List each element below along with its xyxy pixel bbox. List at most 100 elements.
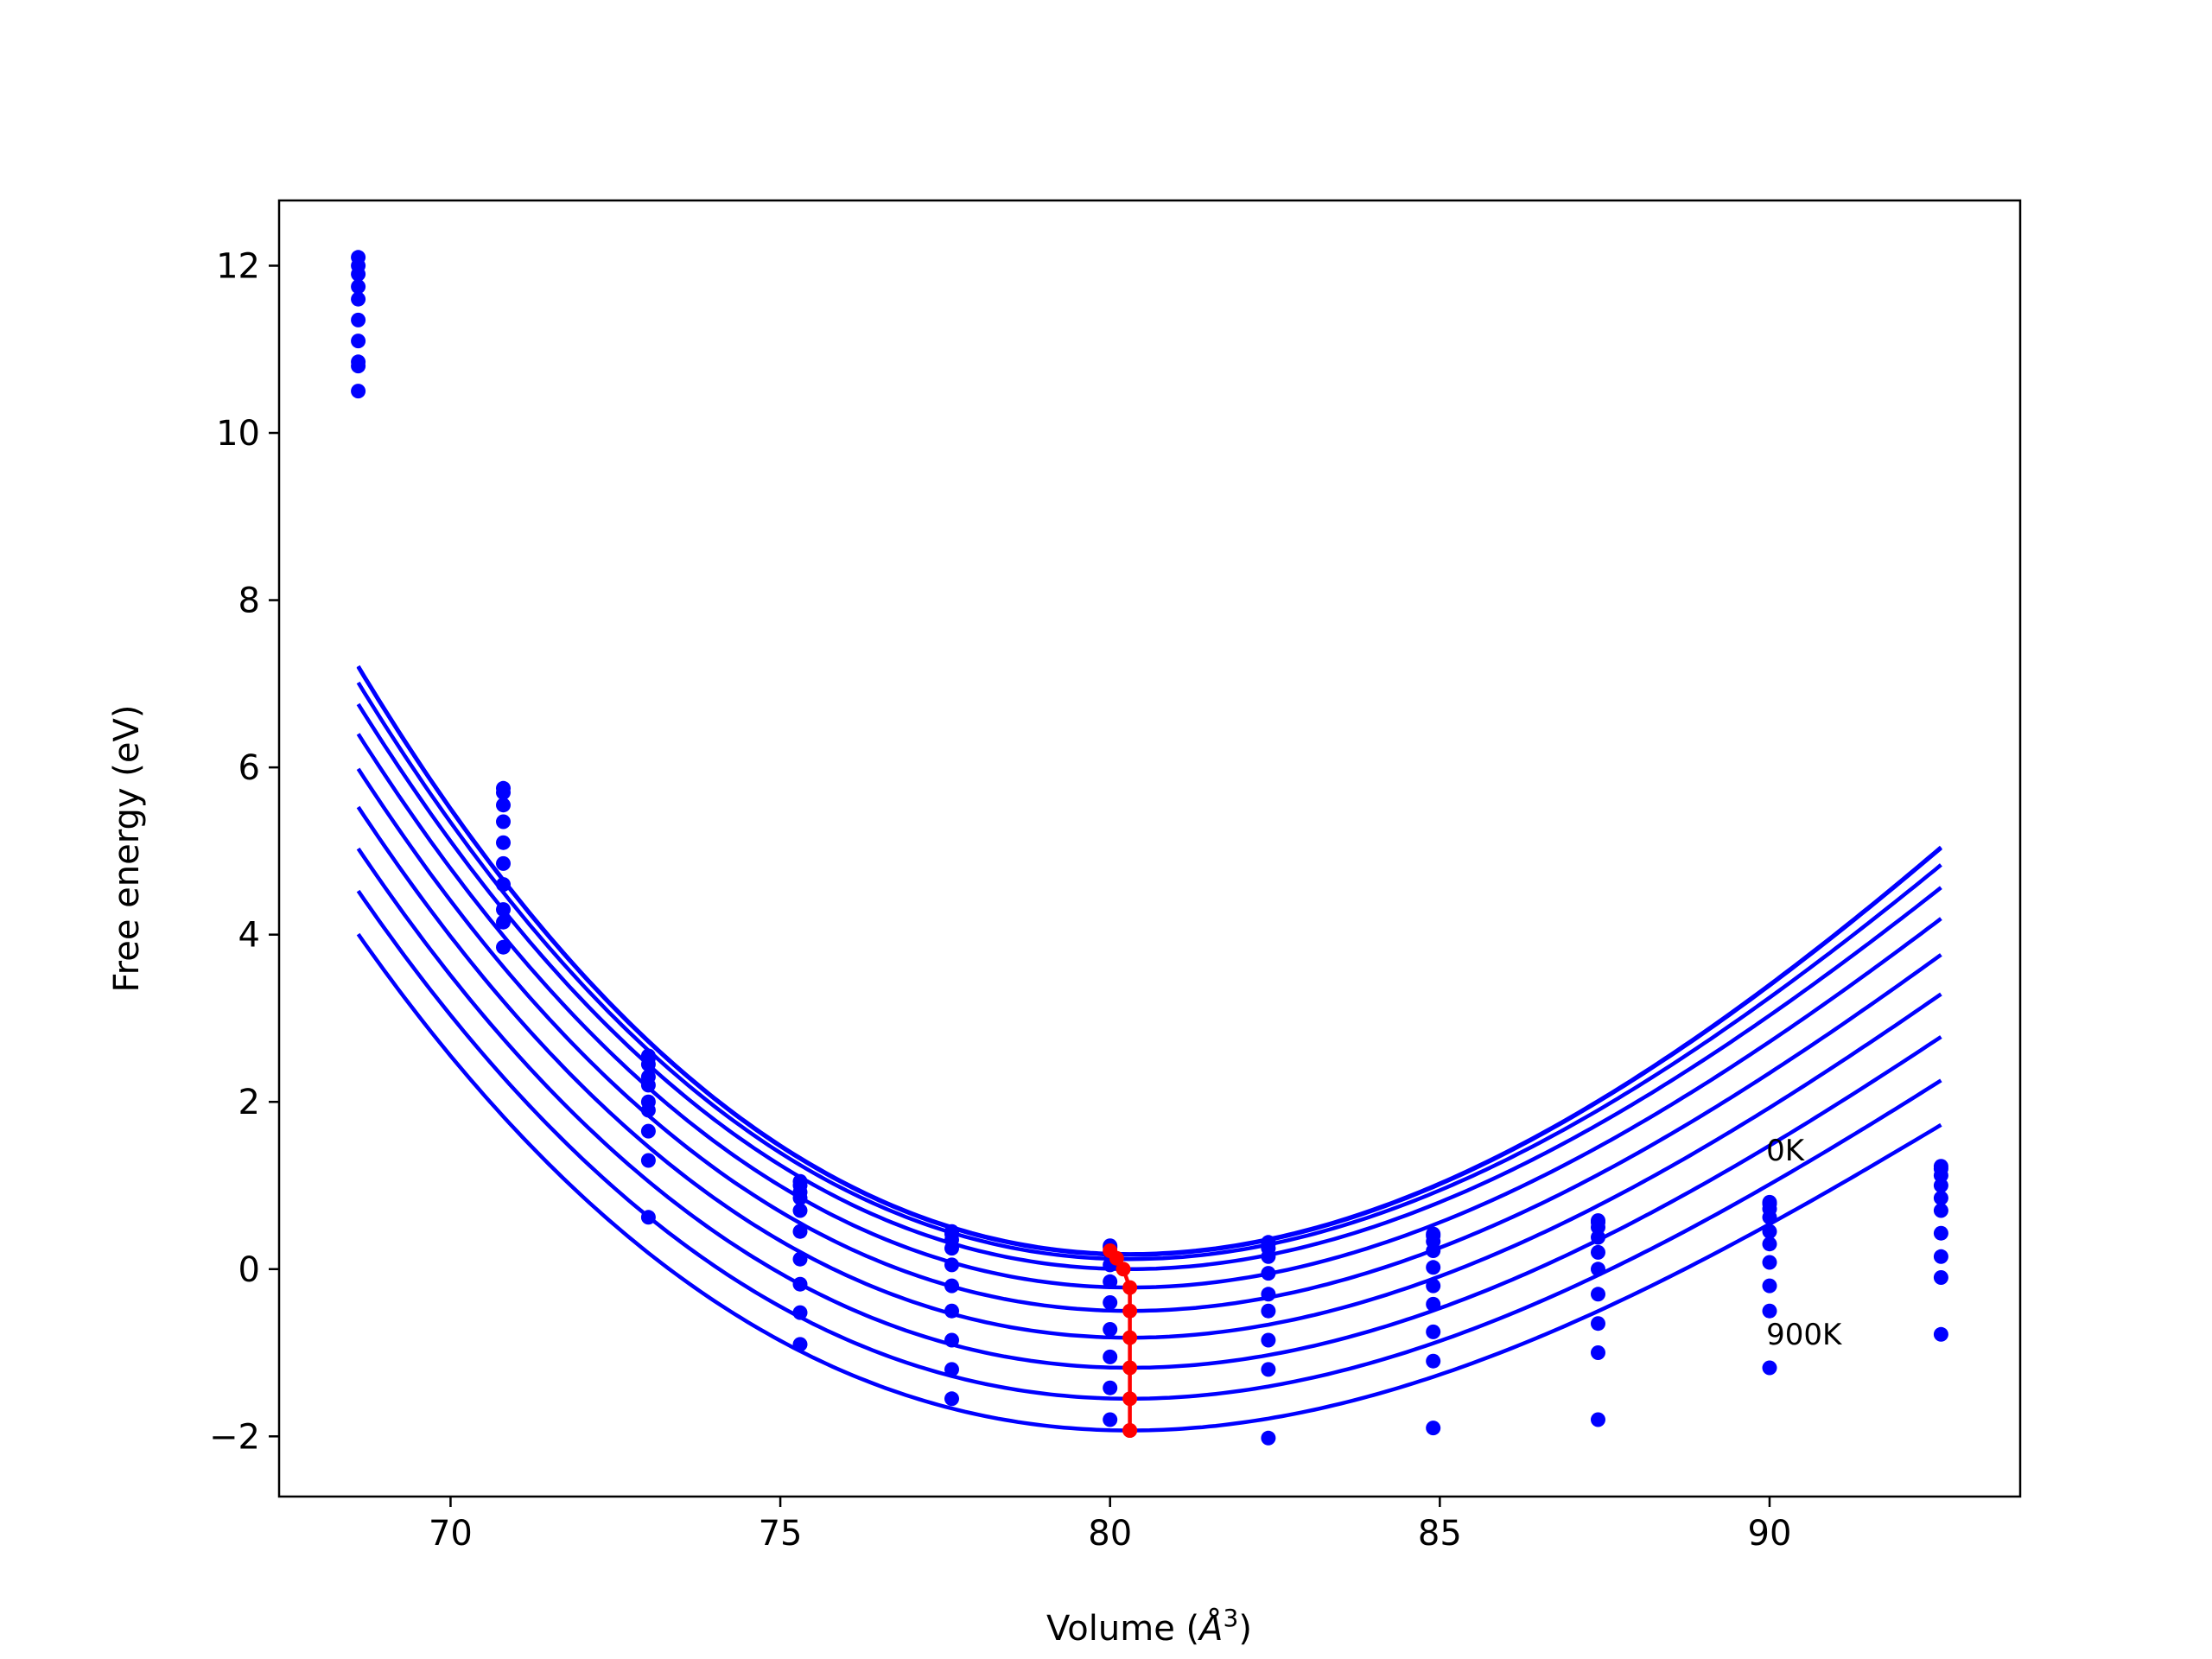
minimum-point-3	[1122, 1280, 1138, 1295]
data-point-500K-4	[944, 1278, 959, 1294]
data-point-300K-8	[1591, 1230, 1605, 1245]
data-point-400K-7	[1426, 1260, 1441, 1275]
series-curve-700K	[356, 847, 1942, 1370]
data-point-800K-10	[1933, 1270, 1948, 1285]
data-point-400K-1	[496, 835, 511, 850]
minimum-point-4	[1122, 1303, 1138, 1319]
data-point-800K-2	[640, 1153, 656, 1168]
data-point-400K-10	[1933, 1191, 1948, 1205]
axes-frame	[277, 199, 2022, 1498]
data-point-600K-10	[1933, 1225, 1948, 1241]
annotation-0K: 0K	[1766, 1134, 1806, 1168]
y-axis-label: Free energy (eV)	[107, 705, 147, 993]
data-point-700K-3	[792, 1276, 808, 1292]
data-point-500K-0	[351, 312, 366, 327]
y-tick-label-6: 6	[238, 748, 260, 788]
y-tick-label-0: 0	[238, 1250, 260, 1290]
data-point-900K-6	[1261, 1430, 1276, 1446]
data-point-800K-7	[1426, 1353, 1441, 1369]
data-point-500K-9	[1762, 1236, 1777, 1252]
data-point-700K-9	[1762, 1278, 1777, 1294]
data-point-800K-0	[351, 359, 366, 374]
data-point-900K-8	[1591, 1412, 1605, 1427]
y-tick-label-10: 10	[216, 414, 260, 454]
data-point-800K-4	[944, 1362, 959, 1377]
x-axis-label-unit: Å	[1197, 1607, 1223, 1649]
data-point-700K-7	[1426, 1324, 1441, 1339]
data-point-600K-5	[1103, 1322, 1118, 1337]
y-tick-label--2: −2	[209, 1417, 260, 1457]
data-point-600K-7	[1426, 1296, 1441, 1312]
series-curve-200K	[356, 681, 1942, 1262]
data-point-600K-1	[496, 877, 511, 893]
minimum-point-5	[1122, 1330, 1138, 1345]
annotation-900K: 900K	[1766, 1318, 1843, 1352]
data-point-900K-5	[1103, 1412, 1118, 1427]
data-point-700K-2	[640, 1123, 656, 1139]
series-curve-500K	[356, 767, 1942, 1313]
data-point-500K-6	[1261, 1287, 1276, 1302]
data-point-500K-8	[1591, 1262, 1605, 1277]
data-point-900K-0	[351, 384, 366, 399]
data-point-900K-9	[1762, 1360, 1777, 1376]
data-point-500K-1	[496, 855, 511, 871]
data-point-500K-5	[1103, 1295, 1118, 1310]
data-point-600K-4	[944, 1303, 959, 1319]
minimum-point-2	[1116, 1262, 1131, 1277]
data-point-300K-9	[1762, 1210, 1777, 1225]
series-curve-400K	[356, 733, 1942, 1290]
data-point-600K-6	[1261, 1303, 1276, 1319]
data-point-800K-6	[1261, 1362, 1276, 1377]
data-point-600K-8	[1591, 1287, 1605, 1302]
minimum-point-9	[1122, 1423, 1138, 1438]
minimum-point-1	[1109, 1250, 1124, 1266]
x-axis-label-suffix: )	[1238, 1609, 1252, 1649]
data-point-200K-2	[640, 1057, 656, 1072]
data-point-900K-2	[640, 1210, 656, 1225]
x-axis-label-exponent: 3	[1224, 1604, 1239, 1632]
data-point-400K-9	[1762, 1224, 1777, 1239]
series-curve-600K	[356, 805, 1942, 1340]
data-point-300K-3	[792, 1191, 808, 1205]
data-point-900K-10	[1933, 1326, 1948, 1342]
data-point-800K-1	[496, 914, 511, 930]
data-point-900K-4	[944, 1391, 959, 1407]
data-point-700K-8	[1591, 1316, 1605, 1332]
data-point-800K-5	[1103, 1380, 1118, 1395]
data-point-400K-2	[640, 1077, 656, 1093]
x-tick-label-90: 90	[1748, 1514, 1792, 1554]
series-curve-800K	[356, 889, 1942, 1402]
x-tick-label-85: 85	[1418, 1514, 1462, 1554]
plot-area	[351, 250, 1948, 1446]
x-axis-ticks: 70 75 80 85 90	[429, 1497, 1791, 1554]
series-curve-300K	[356, 702, 1942, 1272]
data-point-500K-7	[1426, 1278, 1441, 1294]
data-point-700K-10	[1933, 1249, 1948, 1264]
y-tick-label-4: 4	[238, 916, 260, 956]
minimum-point-6	[1122, 1360, 1138, 1376]
x-tick-label-80: 80	[1088, 1514, 1132, 1554]
data-point-900K-1	[496, 939, 511, 955]
data-point-500K-3	[792, 1224, 808, 1239]
data-point-400K-6	[1261, 1266, 1276, 1281]
data-point-600K-0	[351, 334, 366, 349]
data-point-400K-5	[1103, 1274, 1118, 1289]
data-point-400K-3	[792, 1203, 808, 1218]
data-point-700K-5	[1103, 1349, 1118, 1364]
data-point-900K-3	[792, 1337, 808, 1352]
minimum-point-7	[1122, 1391, 1138, 1407]
data-point-300K-1	[496, 814, 511, 830]
data-point-300K-10	[1933, 1178, 1948, 1193]
data-point-200K-0	[351, 266, 366, 282]
data-point-800K-3	[792, 1305, 808, 1320]
data-point-600K-2	[640, 1103, 656, 1118]
series-curve-100K	[356, 665, 1942, 1257]
data-point-600K-3	[792, 1251, 808, 1267]
data-point-700K-1	[496, 902, 511, 918]
data-point-400K-0	[351, 291, 366, 307]
data-point-300K-7	[1426, 1243, 1441, 1258]
data-point-300K-6	[1261, 1249, 1276, 1264]
curve-annotations: 0K 900K	[1766, 1134, 1843, 1352]
